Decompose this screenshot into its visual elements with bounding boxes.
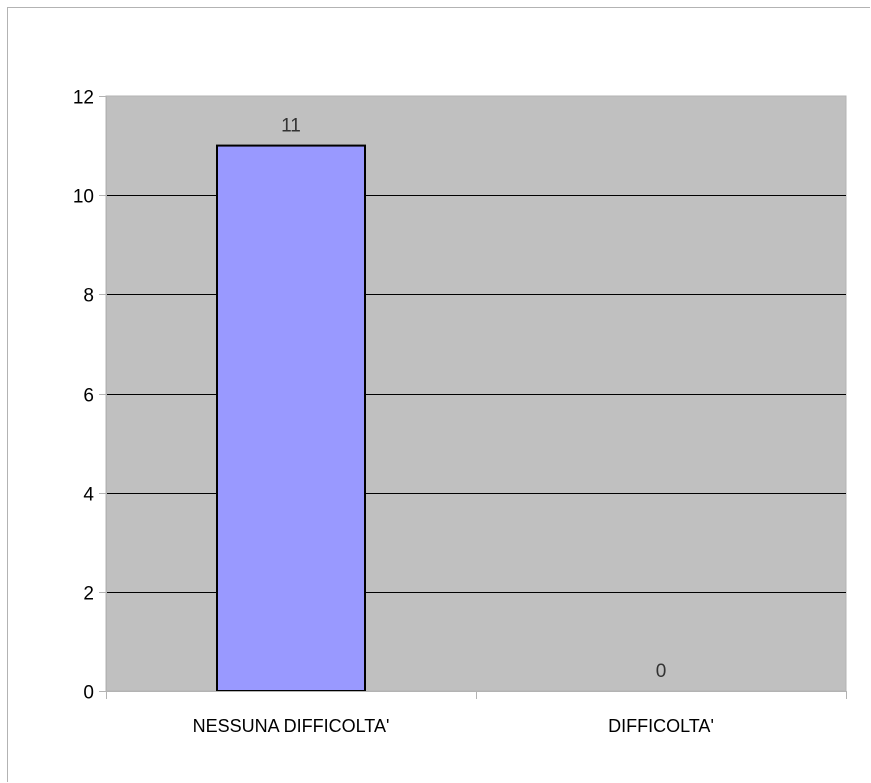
y-tick-label: 0 [83, 683, 94, 704]
bars [216, 144, 366, 693]
y-axis-ticks: 0 2 4 6 8 10 12 [73, 88, 106, 704]
chart-frame [7, 7, 870, 782]
category-label: NESSUNA DIFFICOLTA' [193, 716, 390, 736]
bar [216, 144, 366, 693]
category-label: DIFFICOLTA' [608, 716, 714, 736]
y-tick-label: 4 [83, 485, 94, 506]
y-tick-label: 8 [83, 286, 94, 307]
y-tick-label: 12 [73, 88, 94, 109]
y-tick-label: 10 [73, 187, 94, 208]
data-labels: 11 0 [281, 116, 666, 682]
y-tick-label: 6 [83, 386, 94, 407]
axes [106, 96, 847, 699]
data-label: 0 [656, 661, 667, 682]
data-label: 11 [281, 116, 301, 137]
y-tick-label: 2 [83, 584, 94, 605]
x-axis-categories: NESSUNA DIFFICOLTA' DIFFICOLTA' [193, 716, 714, 736]
